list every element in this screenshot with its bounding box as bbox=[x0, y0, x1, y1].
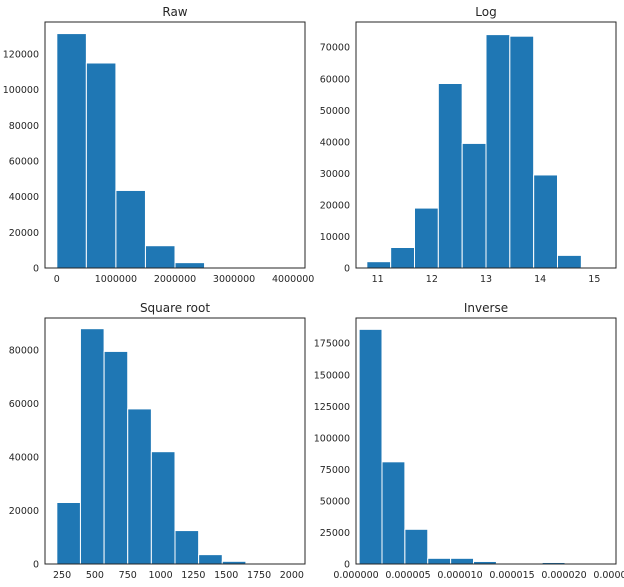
y-tick-label: 75000 bbox=[320, 465, 350, 476]
histogram-bar bbox=[381, 461, 406, 565]
histogram-bar bbox=[509, 35, 535, 269]
x-tick-label: 2000000 bbox=[154, 274, 196, 285]
y-tick-label: 20000 bbox=[9, 506, 39, 517]
histogram-bar bbox=[150, 451, 176, 565]
axes-frame bbox=[355, 317, 617, 565]
histogram-bar bbox=[427, 557, 452, 565]
x-tick-label: 0.000005 bbox=[385, 570, 430, 581]
y-tick-label: 30000 bbox=[320, 169, 350, 180]
histogram-bar bbox=[450, 557, 475, 565]
x-tick-label: 13 bbox=[480, 274, 492, 285]
histogram-bar bbox=[198, 554, 223, 565]
histogram-bar bbox=[56, 33, 87, 269]
x-tick-label: 500 bbox=[86, 570, 104, 581]
histogram-bar bbox=[557, 254, 582, 269]
y-tick-label: 40000 bbox=[9, 453, 39, 464]
x-tick-label: 1750 bbox=[247, 570, 271, 581]
histogram-bar bbox=[485, 34, 511, 269]
histogram-bar bbox=[115, 189, 146, 269]
x-tick-label: 15 bbox=[588, 274, 600, 285]
x-tick-label: 14 bbox=[534, 274, 546, 285]
y-tick-label: 60000 bbox=[9, 399, 39, 410]
y-tick-label: 125000 bbox=[314, 402, 350, 413]
x-tick-label: 0.000020 bbox=[541, 570, 586, 581]
axes-frame bbox=[44, 21, 306, 269]
y-tick-label: 40000 bbox=[9, 192, 39, 203]
y-tick-label: 120000 bbox=[3, 50, 39, 61]
panel-log: 11 12 13 14 15 0 10000 20000 30000 40000 50000 6000… bbox=[320, 5, 617, 285]
axes-frame bbox=[44, 317, 306, 565]
y-tick-label: 150000 bbox=[314, 370, 350, 381]
y-tick-label: 0 bbox=[344, 264, 350, 275]
x-tick-label: 1500 bbox=[214, 570, 238, 581]
y-tick-label: 100000 bbox=[3, 85, 39, 96]
x-tick-label: 1250 bbox=[181, 570, 205, 581]
x-tick-label: 2000 bbox=[280, 570, 304, 581]
panel-inverse: 0.000000 0.000005 0.000010 0.000015 0.000020… bbox=[314, 301, 624, 581]
y-tick-label: 80000 bbox=[9, 121, 39, 132]
histogram-bar bbox=[56, 502, 81, 565]
panel-square-root: 250 500 750 1000 1250 1500 1750 200002000040000… bbox=[9, 301, 306, 581]
chart-title: Inverse bbox=[464, 301, 508, 315]
histogram-bar bbox=[437, 83, 463, 269]
x-tick-label: 0 bbox=[54, 274, 60, 285]
y-tick-label: 25000 bbox=[320, 528, 350, 539]
histogram-bar bbox=[174, 530, 200, 565]
x-tick-label: 0.000010 bbox=[437, 570, 482, 581]
x-tick-label: 0.000015 bbox=[489, 570, 534, 581]
x-tick-label: 1000000 bbox=[95, 274, 137, 285]
histogram-bar bbox=[103, 350, 129, 565]
y-tick-label: 10000 bbox=[320, 232, 350, 243]
x-tick-label: 750 bbox=[119, 570, 137, 581]
y-tick-label: 60000 bbox=[320, 74, 350, 85]
histogram-bar bbox=[127, 408, 152, 565]
histogram-bar bbox=[85, 62, 117, 269]
histogram-bar bbox=[533, 174, 559, 269]
axes-frame bbox=[355, 21, 617, 269]
panel-raw: 0 1000000 2000000 3000000 4000000 0 20000 40000… bbox=[3, 5, 315, 285]
histogram-bar bbox=[390, 247, 415, 269]
chart-title: Raw bbox=[162, 5, 187, 19]
x-tick-label: 250 bbox=[53, 570, 71, 581]
y-tick-label: 50000 bbox=[320, 106, 350, 117]
y-tick-label: 20000 bbox=[320, 200, 350, 211]
x-tick-label: 4000000 bbox=[272, 274, 314, 285]
histogram-bar bbox=[414, 207, 439, 269]
y-tick-label: 50000 bbox=[320, 496, 350, 507]
y-tick-label: 70000 bbox=[320, 43, 350, 54]
x-tick-label: 1000 bbox=[148, 570, 172, 581]
histogram-bar bbox=[461, 142, 487, 269]
chart-title: Log bbox=[475, 5, 496, 19]
x-tick-label: 12 bbox=[426, 274, 438, 285]
y-tick-label: 100000 bbox=[314, 433, 350, 444]
histogram-bar bbox=[174, 262, 206, 269]
histogram-bar bbox=[358, 328, 383, 565]
x-tick-label: 3000000 bbox=[213, 274, 255, 285]
y-tick-label: 0 bbox=[33, 264, 39, 275]
y-tick-label: 60000 bbox=[9, 157, 39, 168]
y-tick-label: 175000 bbox=[314, 339, 350, 350]
y-tick-label: 80000 bbox=[9, 346, 39, 357]
x-tick-label: 11 bbox=[372, 274, 384, 285]
histogram-bar bbox=[366, 261, 392, 269]
histogram-bar bbox=[404, 528, 429, 565]
y-tick-label: 0 bbox=[344, 560, 350, 571]
y-tick-label: 40000 bbox=[320, 137, 350, 148]
y-tick-label: 0 bbox=[33, 560, 39, 571]
histogram-bar bbox=[144, 245, 176, 269]
histogram-bar bbox=[79, 328, 105, 565]
y-tick-label: 20000 bbox=[9, 228, 39, 239]
chart-title: Square root bbox=[140, 301, 210, 315]
x-tick-label: 0.000000 bbox=[333, 570, 378, 581]
